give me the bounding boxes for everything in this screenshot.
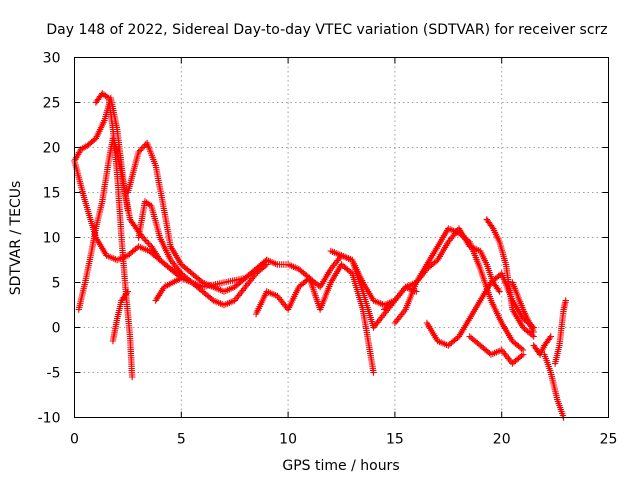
- y-tick-label: 20: [43, 141, 61, 157]
- data-point-marks: [483, 216, 537, 340]
- data-point-marks: [109, 288, 132, 345]
- data-marks: [71, 90, 569, 421]
- y-tick-label: 15: [43, 186, 61, 202]
- x-axis-label: GPS time / hours: [282, 458, 399, 474]
- y-tick-label: -10: [38, 411, 61, 427]
- series-track-18: [541, 351, 567, 421]
- series-track-19: [551, 297, 569, 367]
- data-point-marks: [509, 279, 537, 336]
- data-point-marks: [541, 351, 567, 421]
- data-point-marks: [92, 90, 136, 381]
- series-track-10: [252, 261, 377, 376]
- data-point-marks: [551, 297, 569, 367]
- y-tick-label: 5: [52, 276, 61, 292]
- data-point-marks: [135, 198, 185, 277]
- y-axis-label: SDTVAR / TECUs: [8, 181, 24, 296]
- y-tick-label: 0: [52, 321, 61, 337]
- x-tick-label: 0: [70, 432, 79, 448]
- x-tick-label: 25: [600, 432, 618, 448]
- data-point-marks: [152, 274, 206, 304]
- series-track-20: [530, 333, 554, 358]
- series-track-13: [391, 225, 527, 354]
- y-tick-label: 30: [43, 51, 61, 67]
- y-tick-label: -5: [47, 366, 61, 382]
- series-track-6: [124, 139, 270, 295]
- series-track-17: [509, 279, 537, 336]
- data-point-marks: [466, 333, 527, 367]
- x-tick-label: 5: [177, 432, 186, 448]
- data-point-marks: [124, 139, 270, 295]
- x-axis-ticks: 0 5 10 15 20 25: [70, 57, 618, 448]
- x-tick-label: 10: [279, 432, 297, 448]
- chart-title: Day 148 of 2022, Sidereal Day-to-day VTE…: [46, 22, 607, 38]
- x-tick-label: 15: [386, 432, 404, 448]
- data-point-marks: [530, 333, 554, 358]
- y-axis-ticks: 30 25 20 15 10 5 0 -5 -10: [38, 51, 609, 427]
- series-track-8: [152, 274, 206, 304]
- series-track-4: [92, 90, 136, 381]
- data-point-marks: [391, 225, 527, 354]
- y-tick-label: 10: [43, 231, 61, 247]
- y-tick-label: 25: [43, 96, 61, 112]
- series-track-7: [135, 198, 185, 277]
- series-track-16: [466, 333, 527, 367]
- x-tick-label: 20: [493, 432, 511, 448]
- series-track-5: [109, 288, 132, 345]
- data-point-marks: [252, 261, 377, 376]
- grid: [74, 57, 609, 418]
- series-track-15: [483, 216, 537, 340]
